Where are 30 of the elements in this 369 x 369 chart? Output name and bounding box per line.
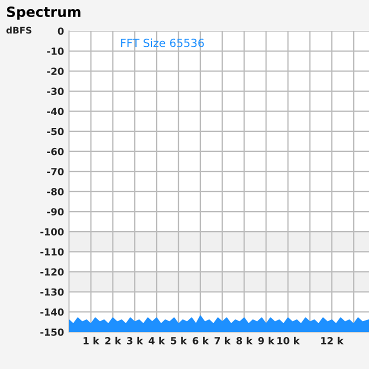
y-tick-label: -30 (47, 88, 64, 96)
x-tick-label: 6 k (192, 336, 209, 344)
y-tick-label: -10 (47, 48, 64, 55)
x-tick-label: 10 k (277, 336, 300, 344)
x-tick-label: 3 k (127, 336, 144, 344)
y-tick-label: -100 (40, 228, 64, 236)
y-tick-label: -150 (40, 328, 64, 336)
y-tick-label: -110 (40, 248, 64, 256)
y-tick-label: -20 (47, 68, 64, 75)
x-tick-label: 7 k (214, 336, 231, 344)
y-axis-title: dBFS (6, 26, 32, 34)
y-tick-label: -120 (40, 268, 64, 276)
y-tick-label: -130 (40, 288, 64, 296)
x-tick-label: 1 k (84, 336, 100, 344)
x-tick-label: 4 k (148, 336, 166, 344)
x-tick-label: 5 k (170, 336, 187, 344)
y-tick-label: -140 (40, 308, 64, 316)
x-tick-label: 8 k (236, 336, 253, 344)
x-tick-label: 9 k (258, 336, 275, 344)
y-tick-label: 0 (58, 27, 64, 35)
x-tick-label: 12 k (321, 336, 344, 344)
y-tick-label: -70 (47, 168, 64, 176)
x-tick-label: 2 k (105, 336, 122, 344)
y-tick-label: -80 (47, 188, 64, 196)
y-tick-label: -40 (47, 108, 64, 116)
y-tick-label: -90 (47, 208, 64, 216)
y-tick-label: -50 (47, 128, 64, 136)
annotation: FFT Size 65536 (121, 38, 204, 48)
chart-title: Spectrum (6, 6, 80, 20)
y-tick-label: -60 (47, 148, 64, 156)
